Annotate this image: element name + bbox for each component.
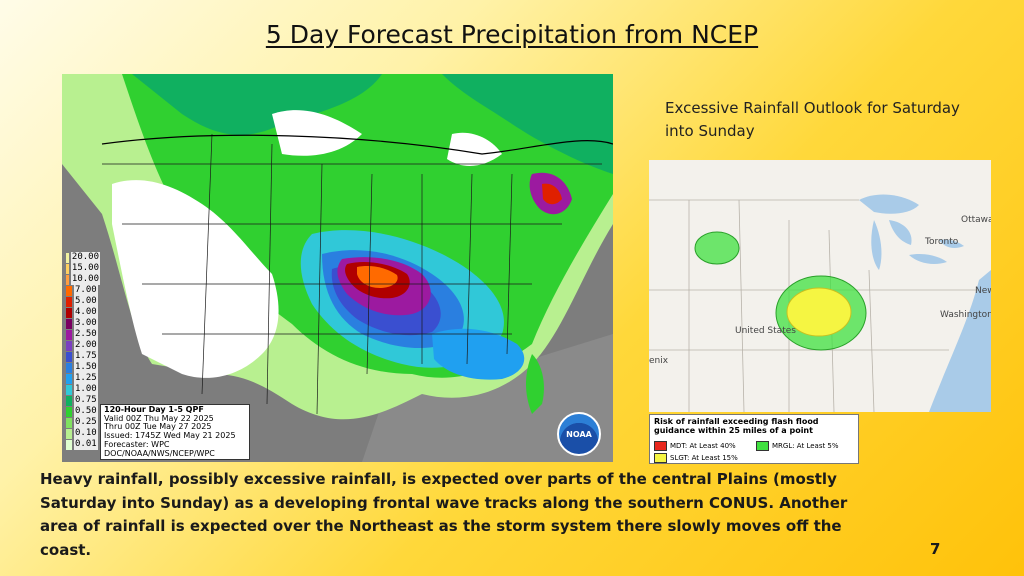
legend-row: 4.00: [66, 307, 100, 318]
legend-swatch: [66, 274, 69, 285]
legend-row: 1.75: [66, 351, 100, 362]
legend-label: 15.00: [70, 263, 100, 274]
map-label-phoenix: enix: [649, 356, 669, 366]
legend-label: 2.50: [74, 329, 98, 340]
legend-label: 10.00: [70, 274, 100, 285]
mdt-label: MDT: At Least 40%: [670, 442, 736, 450]
ero-legend-heading: Risk of rainfall exceeding flash flood g…: [654, 417, 819, 435]
legend-row: 3.00: [66, 318, 100, 329]
legend-label: 0.25: [74, 417, 98, 428]
legend-label: 5.00: [74, 296, 98, 307]
legend-swatch: [66, 395, 72, 406]
legend-label: 1.00: [74, 384, 98, 395]
noaa-logo-text: NOAA: [566, 429, 592, 439]
qpf-info-issued: Issued: 1745Z Wed May 21 2025: [104, 431, 236, 441]
legend-swatch: [66, 252, 69, 263]
legend-label: 1.50: [74, 362, 98, 373]
qpf-legend: 20.00 15.00 10.00 7.00 5.00 4.00 3.00 2.…: [66, 252, 100, 450]
legend-label: 1.25: [74, 373, 98, 384]
legend-label: 0.50: [74, 406, 98, 417]
qpf-info-box: 120-Hour Day 1-5 QPF Valid 00Z Thu May 2…: [100, 404, 250, 460]
qpf-info-title: 120-Hour Day 1-5 QPF: [104, 405, 204, 414]
mdt-swatch: [654, 441, 667, 451]
noaa-logo: NOAA: [557, 412, 601, 456]
legend-label: 0.75: [74, 395, 98, 406]
legend-swatch: [66, 417, 72, 428]
legend-row: 20.00: [66, 252, 100, 263]
ero-map-image: Ottawa Toronto New Washington United Sta…: [649, 160, 991, 412]
legend-row: 1.25: [66, 373, 100, 384]
qpf-info-forecaster: Forecaster: WPC: [104, 439, 170, 449]
mrgl-label: MRGL: At Least 5%: [772, 442, 839, 450]
qpf-info-valid: Valid 00Z Thu May 22 2025: [104, 413, 214, 423]
legend-row: 1.50: [66, 362, 100, 373]
legend-label: 0.10: [74, 428, 98, 439]
slide-body-text: Heavy rainfall, possibly excessive rainf…: [40, 470, 848, 559]
map-label-washington: Washington: [940, 310, 991, 320]
legend-row: 0.25: [66, 417, 100, 428]
ero-legend-slgt: SLGT: At Least 15%: [654, 453, 738, 463]
slgt-label: SLGT: At Least 15%: [670, 454, 738, 462]
slide-title: 5 Day Forecast Precipitation from NCEP: [265, 20, 759, 49]
ero-map-graphic: [649, 160, 991, 412]
qpf-map-graphic: [62, 74, 613, 462]
legend-label: 7.00: [74, 285, 98, 296]
legend-swatch: [66, 384, 72, 395]
legend-swatch: [66, 351, 72, 362]
legend-row: 2.50: [66, 329, 100, 340]
legend-row: 0.01: [66, 439, 100, 450]
legend-swatch: [66, 263, 69, 274]
legend-swatch: [66, 439, 72, 450]
legend-row: 7.00: [66, 285, 100, 296]
map-label-united-states: United States: [735, 326, 796, 336]
legend-row: 1.00: [66, 384, 100, 395]
legend-swatch: [66, 318, 72, 329]
qpf-info-source: DOC/NOAA/NWS/NCEP/WPC: [104, 448, 215, 458]
legend-row: 10.00: [66, 274, 100, 285]
legend-row: 0.50: [66, 406, 100, 417]
legend-row: 15.00: [66, 263, 100, 274]
legend-row: 2.00: [66, 340, 100, 351]
legend-label: 4.00: [74, 307, 98, 318]
legend-swatch: [66, 373, 72, 384]
page-number: 7: [930, 540, 941, 558]
legend-row: 5.00: [66, 296, 100, 307]
legend-label: 0.01: [74, 439, 98, 450]
map-label-ottawa: Ottawa: [961, 215, 991, 225]
ero-title: Excessive Rainfall Outlook for Saturday …: [665, 99, 960, 140]
legend-row: 0.10: [66, 428, 100, 439]
slgt-swatch: [654, 453, 667, 463]
legend-swatch: [66, 285, 72, 296]
legend-swatch: [66, 340, 72, 351]
legend-label: 2.00: [74, 340, 98, 351]
legend-swatch: [66, 296, 72, 307]
legend-swatch: [66, 307, 72, 318]
ero-legend-mdt: MDT: At Least 40%: [654, 441, 736, 451]
legend-swatch: [66, 329, 72, 340]
map-label-new: New: [975, 286, 991, 296]
ero-legend-mrgl: MRGL: At Least 5%: [756, 441, 839, 451]
mrgl-swatch: [756, 441, 769, 451]
legend-swatch: [66, 428, 72, 439]
legend-swatch: [66, 362, 72, 373]
legend-label: 20.00: [70, 252, 100, 263]
ero-legend: Risk of rainfall exceeding flash flood g…: [649, 414, 859, 464]
qpf-info-thru: Thru 00Z Tue May 27 2025: [104, 422, 212, 432]
qpf-map-image: 20.00 15.00 10.00 7.00 5.00 4.00 3.00 2.…: [62, 74, 613, 462]
legend-row: 0.75: [66, 395, 100, 406]
legend-label: 1.75: [74, 351, 98, 362]
legend-swatch: [66, 406, 72, 417]
map-label-toronto: Toronto: [925, 237, 959, 247]
legend-label: 3.00: [74, 318, 98, 329]
